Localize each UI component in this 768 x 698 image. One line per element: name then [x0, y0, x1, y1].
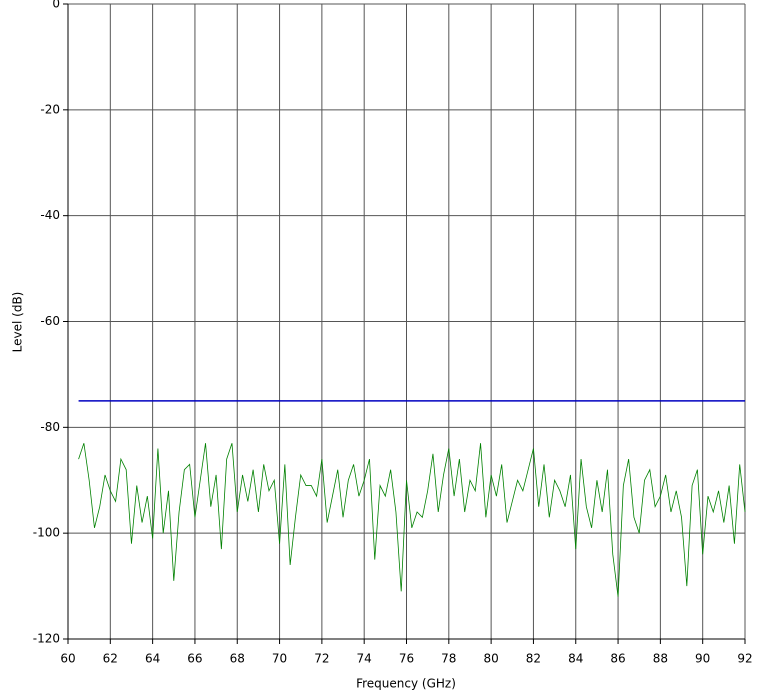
y-tick-label: -120 — [33, 632, 60, 646]
y-tick-label: -40 — [40, 208, 60, 222]
y-tick-label: -60 — [40, 314, 60, 328]
x-tick-label: 68 — [230, 652, 245, 666]
x-tick-label: 62 — [103, 652, 118, 666]
x-tick-label: 76 — [399, 652, 414, 666]
x-tick-label: 72 — [314, 652, 329, 666]
x-tick-label: 86 — [610, 652, 625, 666]
x-tick-label: 84 — [568, 652, 583, 666]
x-tick-label: 80 — [483, 652, 498, 666]
x-tick-label: 92 — [737, 652, 752, 666]
x-axis-label: Frequency (GHz) — [356, 677, 456, 691]
series-line — [78, 443, 746, 597]
x-tick-label: 78 — [441, 652, 456, 666]
y-tick-label: 0 — [52, 0, 60, 11]
y-axis-label: Level (dB) — [11, 292, 25, 353]
x-tick-label: 70 — [272, 652, 287, 666]
x-tick-label: 82 — [526, 652, 541, 666]
x-tick-label: 74 — [357, 652, 372, 666]
y-tick-label: -20 — [40, 102, 60, 116]
x-tick-label: 88 — [653, 652, 668, 666]
x-tick-label: 64 — [145, 652, 160, 666]
x-tick-label: 60 — [60, 652, 75, 666]
y-tick-label: -100 — [33, 526, 60, 540]
x-tick-label: 66 — [187, 652, 202, 666]
y-tick-label: -80 — [40, 420, 60, 434]
x-tick-label: 90 — [695, 652, 710, 666]
